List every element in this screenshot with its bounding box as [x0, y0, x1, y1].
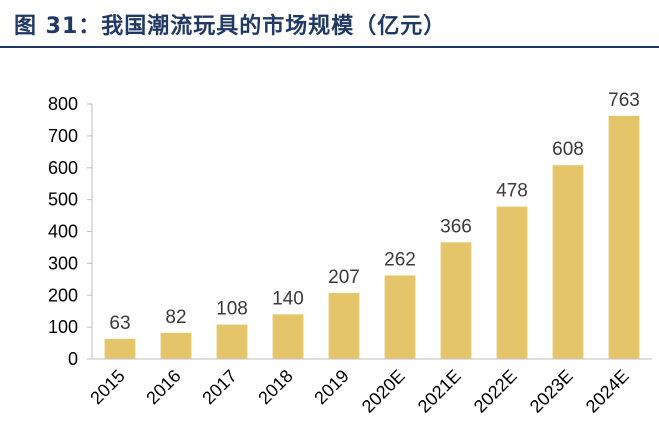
x-tick-label-2015: 2015 [86, 366, 128, 408]
bar-2022E [496, 206, 528, 359]
x-tick-label-2024E: 2024E [582, 366, 633, 417]
title-rule [0, 46, 659, 48]
bar-2016 [160, 332, 192, 359]
bar-2015 [104, 338, 136, 359]
y-tick-label: 400 [48, 222, 78, 242]
x-tick-label-2018: 2018 [254, 366, 296, 408]
bars [104, 115, 640, 359]
bar-2020E [384, 275, 416, 359]
bar-2021E [440, 242, 472, 359]
x-tick-label-2017: 2017 [198, 366, 240, 408]
y-tick-label: 200 [48, 285, 78, 305]
x-tick-label-2022E: 2022E [470, 366, 521, 417]
x-tick-label-2020E: 2020E [358, 366, 409, 417]
x-tick-label-2019: 2019 [310, 366, 352, 408]
figure-title: 图 31：我国潮流玩具的市场规模（亿元） [14, 14, 447, 39]
y-tick-label: 700 [48, 126, 78, 146]
data-label-2024E: 763 [608, 90, 640, 111]
bar-2019 [328, 293, 360, 359]
x-tick-label-2016: 2016 [142, 366, 184, 408]
data-label-2019: 207 [328, 267, 360, 288]
bar-2024E [608, 115, 640, 359]
y-tick-label: 500 [48, 190, 78, 210]
bar-2018 [272, 314, 304, 359]
data-label-2017: 108 [216, 299, 248, 320]
y-axis: 0 100 200 300 400 500 600 700 800 [48, 94, 93, 369]
data-label-2022E: 478 [496, 181, 528, 202]
data-label-2018: 140 [272, 288, 304, 309]
y-tick-label: 600 [48, 158, 78, 178]
bar-2017 [216, 324, 248, 359]
y-tick-label: 100 [48, 317, 78, 337]
y-tick-label: 800 [48, 94, 78, 114]
x-tick-label-2023E: 2023E [526, 366, 577, 417]
data-label-2023E: 608 [552, 139, 584, 160]
y-tick-label: 300 [48, 253, 78, 273]
data-labels: 63 82 108 140 207 262 366 478 608 763 [109, 90, 639, 334]
bar-2023E [552, 165, 584, 359]
data-label-2021E: 366 [440, 216, 472, 237]
y-tick-label: 0 [68, 349, 78, 369]
x-axis: 2015 2016 2017 2018 2019 2020E 2021E 2022E 2023E… [86, 358, 652, 417]
data-label-2015: 63 [109, 313, 130, 334]
data-label-2020E: 262 [384, 249, 416, 270]
data-label-2016: 82 [165, 307, 186, 328]
x-tick-label-2021E: 2021E [414, 366, 465, 417]
